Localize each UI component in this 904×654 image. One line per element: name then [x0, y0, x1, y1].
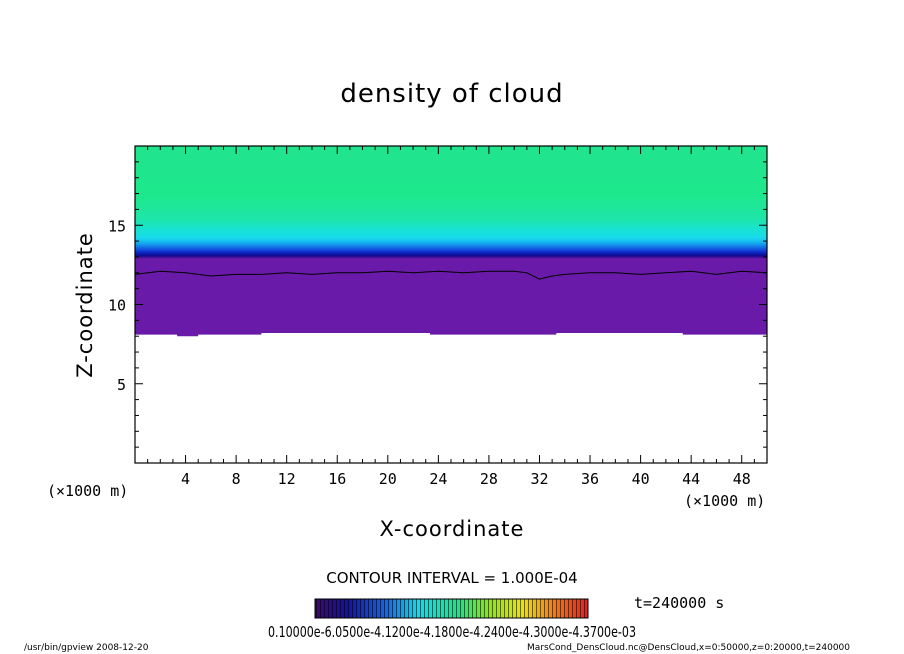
y-axis-unit: (×1000 m) — [47, 482, 128, 500]
contour-lines — [134, 270, 768, 280]
y-tick-label: 10 — [108, 297, 126, 315]
chart-title: density of cloud — [340, 79, 563, 109]
x-tick-label: 28 — [480, 470, 498, 488]
contour-line — [134, 270, 768, 280]
time-label: t=240000 s — [634, 594, 724, 612]
footer-right: MarsCond_DensCloud.nc@DensCloud,x=0:5000… — [527, 643, 850, 653]
x-tick-label: 48 — [733, 470, 751, 488]
x-tick-label: 8 — [232, 470, 241, 488]
x-axis-unit: (×1000 m) — [684, 492, 765, 510]
y-axis: 5 10 15 — [108, 161, 767, 448]
x-tick-label: 16 — [328, 470, 346, 488]
contour-interval-label: CONTOUR INTERVAL = 1.000E-04 — [326, 569, 577, 587]
cloud-density-field — [135, 146, 767, 337]
colorbar-labels: 0.10000e-6.0500e-4.1200e-4.1800e-4.2400e… — [268, 623, 636, 641]
x-tick-label: 4 — [181, 470, 190, 488]
y-tick-label: 5 — [117, 376, 126, 394]
x-tick-label: 32 — [530, 470, 548, 488]
x-axis-label: X-coordinate — [380, 517, 525, 541]
x-tick-label: 40 — [632, 470, 650, 488]
x-tick-label: 44 — [682, 470, 700, 488]
colorbar — [314, 598, 589, 619]
x-tick-label: 12 — [278, 470, 296, 488]
y-tick-label: 15 — [108, 217, 126, 235]
x-tick-label: 24 — [429, 470, 447, 488]
x-axis: 4 8 12 16 20 24 28 32 36 40 44 48 — [147, 146, 755, 488]
footer-left: /usr/bin/gpview 2008-12-20 — [24, 643, 149, 653]
x-tick-label: 20 — [379, 470, 397, 488]
x-tick-label: 36 — [581, 470, 599, 488]
y-axis-label: Z-coordinate — [73, 232, 97, 378]
cloud-density-fill — [135, 146, 767, 337]
